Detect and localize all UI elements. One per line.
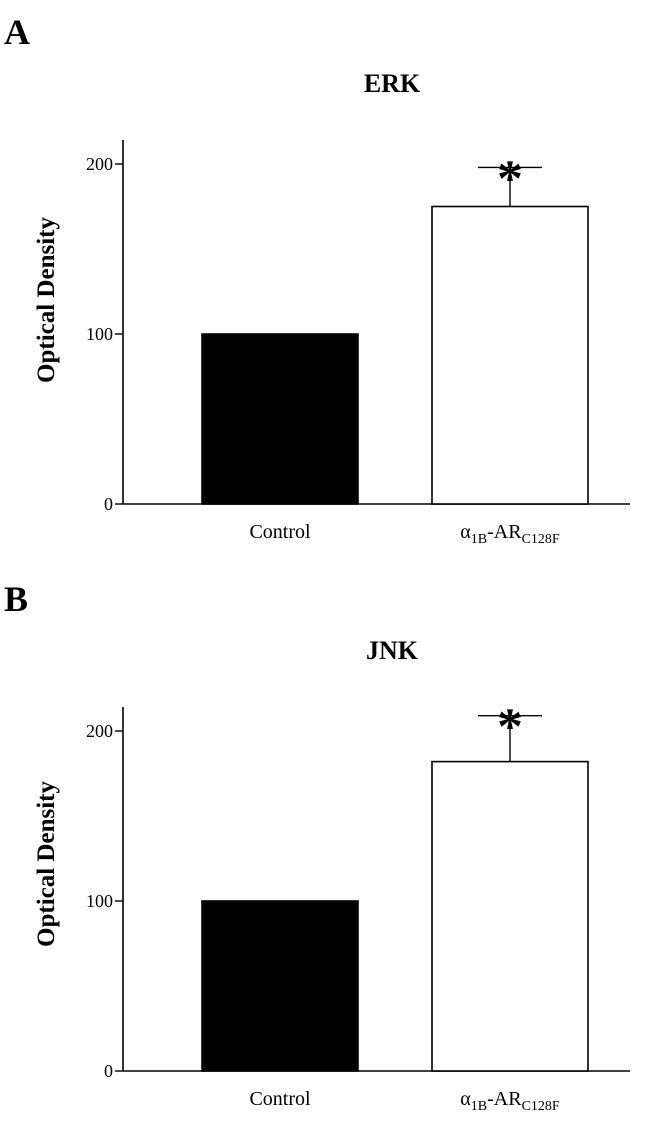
bar <box>431 760 589 1072</box>
y-ticks: 0 100 200 <box>86 154 123 514</box>
bar <box>431 205 589 505</box>
y-tick-label: 200 <box>86 154 113 174</box>
panel-label: A <box>4 12 30 52</box>
error-bars <box>478 166 542 207</box>
error-bars <box>478 714 542 762</box>
x-tick-label: Control <box>249 1088 311 1110</box>
x-tick-label: α1B-ARC128F <box>460 1088 560 1114</box>
bar <box>201 900 359 1072</box>
chart-panel-a: A ERK Optical Density 0 100 200 * Control α… <box>4 12 630 547</box>
x-tick-labels: Control α1B-ARC128F <box>249 1088 559 1114</box>
significance-marks: * <box>497 150 523 207</box>
y-axis-label: Optical Density <box>33 781 60 947</box>
chart-title: ERK <box>364 69 421 98</box>
y-ticks: 0 100 200 <box>86 721 123 1081</box>
chart-panel-b: B JNK Optical Density 0 100 200 * Control α… <box>4 579 630 1114</box>
bar <box>201 333 359 505</box>
y-tick-label: 100 <box>86 891 113 911</box>
y-tick-label: 0 <box>104 494 113 514</box>
y-axis-label: Optical Density <box>33 217 60 383</box>
bars <box>201 760 589 1072</box>
significance-marks: * <box>497 699 523 756</box>
significance-asterisk: * <box>497 150 523 207</box>
significance-asterisk: * <box>497 699 523 756</box>
y-tick-label: 0 <box>104 1061 113 1081</box>
chart-title: JNK <box>366 636 419 665</box>
y-tick-label: 100 <box>86 324 113 344</box>
panel-label: B <box>4 579 28 619</box>
x-tick-label: Control <box>249 521 311 543</box>
y-tick-label: 200 <box>86 721 113 741</box>
x-tick-label: α1B-ARC128F <box>460 521 560 547</box>
bars <box>201 205 589 505</box>
x-tick-labels: Control α1B-ARC128F <box>249 521 559 547</box>
